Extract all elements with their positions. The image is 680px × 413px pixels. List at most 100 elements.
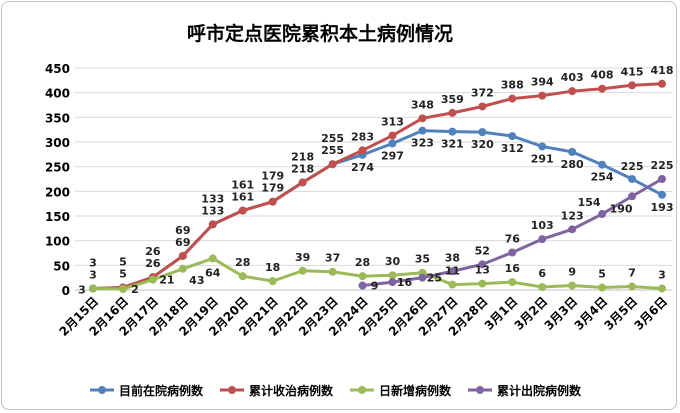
data-point [508, 248, 517, 257]
data-point [658, 79, 666, 88]
series-2 [89, 254, 666, 294]
data-point [388, 139, 397, 148]
data-label: 161 [231, 179, 254, 192]
data-label: 16 [397, 276, 413, 289]
data-label: 5 [119, 256, 127, 269]
legend-label: 累计收治病例数 [249, 383, 334, 398]
data-label: 13 [475, 264, 490, 277]
y-tick-label: 100 [45, 235, 70, 249]
data-point [508, 94, 517, 103]
data-point [328, 267, 337, 276]
series-line [92, 82, 663, 291]
data-point [538, 235, 547, 244]
data-label: 35 [415, 253, 430, 266]
data-point [358, 272, 367, 281]
data-label: 6 [538, 267, 546, 280]
data-point [568, 281, 577, 290]
data-label: 291 [531, 152, 554, 165]
chart-title: 呼市定点医院累积本土病例情况 [187, 22, 453, 45]
data-point [298, 178, 307, 187]
data-point [238, 272, 247, 281]
data-label: 321 [441, 138, 464, 151]
data-label: 323 [411, 137, 434, 150]
data-label: 280 [561, 158, 584, 171]
data-label: 3 [78, 284, 86, 297]
data-label: 69 [175, 224, 190, 237]
data-label: 76 [505, 233, 521, 246]
data-point [568, 87, 577, 96]
data-label: 3 [658, 269, 666, 282]
series-line [92, 256, 663, 291]
data-label: 5 [119, 268, 127, 281]
data-label: 388 [501, 79, 524, 92]
data-label: 415 [621, 65, 644, 78]
data-label: 30 [385, 255, 401, 268]
legend-marker [98, 386, 106, 394]
data-point [598, 283, 607, 292]
data-label: 103 [531, 219, 554, 232]
legend-item: 目前在院病例数 [90, 383, 204, 398]
y-tick-label: 150 [45, 210, 70, 224]
legend-label: 累计出院病例数 [497, 383, 582, 398]
data-label: 18 [265, 261, 280, 274]
data-label: 9 [568, 266, 576, 279]
data-point [148, 275, 157, 284]
data-point [418, 273, 427, 282]
data-point [478, 128, 487, 137]
data-label: 359 [441, 93, 464, 106]
data-label: 394 [531, 76, 554, 89]
x-tick-label: 3月6日 [631, 294, 670, 333]
y-tick-label: 0 [62, 284, 70, 298]
data-label: 25 [427, 272, 442, 285]
data-label: 218 [291, 162, 314, 175]
data-label: 320 [471, 138, 494, 151]
data-point [478, 260, 487, 269]
data-point [508, 278, 517, 287]
data-label: 38 [445, 251, 460, 264]
series-3 [358, 175, 666, 290]
data-point [358, 146, 367, 155]
data-point [598, 160, 607, 169]
data-label: 133 [201, 192, 224, 205]
data-point [658, 190, 666, 199]
data-label: 37 [325, 252, 340, 265]
series-1 [89, 79, 666, 293]
data-label: 254 [591, 171, 614, 184]
data-label: 190 [610, 202, 633, 215]
data-point [388, 271, 397, 280]
data-point [298, 266, 307, 275]
data-label: 161 [231, 191, 254, 204]
data-point [268, 197, 277, 206]
y-tick-label: 450 [45, 62, 70, 76]
data-label: 297 [381, 149, 404, 162]
data-label: 69 [175, 236, 190, 249]
data-point [628, 192, 637, 201]
data-label: 154 [578, 196, 601, 209]
data-point [448, 280, 457, 289]
data-label: 3 [89, 257, 97, 270]
data-label: 28 [355, 256, 370, 269]
data-label: 255 [321, 144, 344, 157]
data-label: 16 [505, 262, 521, 275]
data-label: 11 [445, 265, 460, 278]
legend-label: 目前在院病例数 [119, 383, 204, 398]
data-label: 26 [145, 245, 161, 258]
data-label: 283 [351, 130, 374, 143]
data-point [538, 91, 547, 100]
data-point [208, 254, 217, 263]
legend-marker [476, 386, 484, 394]
data-point [418, 114, 427, 123]
data-point [478, 102, 487, 111]
legend-item: 日新增病例数 [350, 383, 452, 398]
data-label: 64 [205, 266, 221, 279]
data-label: 2 [131, 283, 139, 296]
data-point [598, 210, 607, 219]
data-point [568, 225, 577, 234]
y-tick-label: 250 [45, 161, 70, 175]
data-label: 225 [621, 160, 644, 173]
